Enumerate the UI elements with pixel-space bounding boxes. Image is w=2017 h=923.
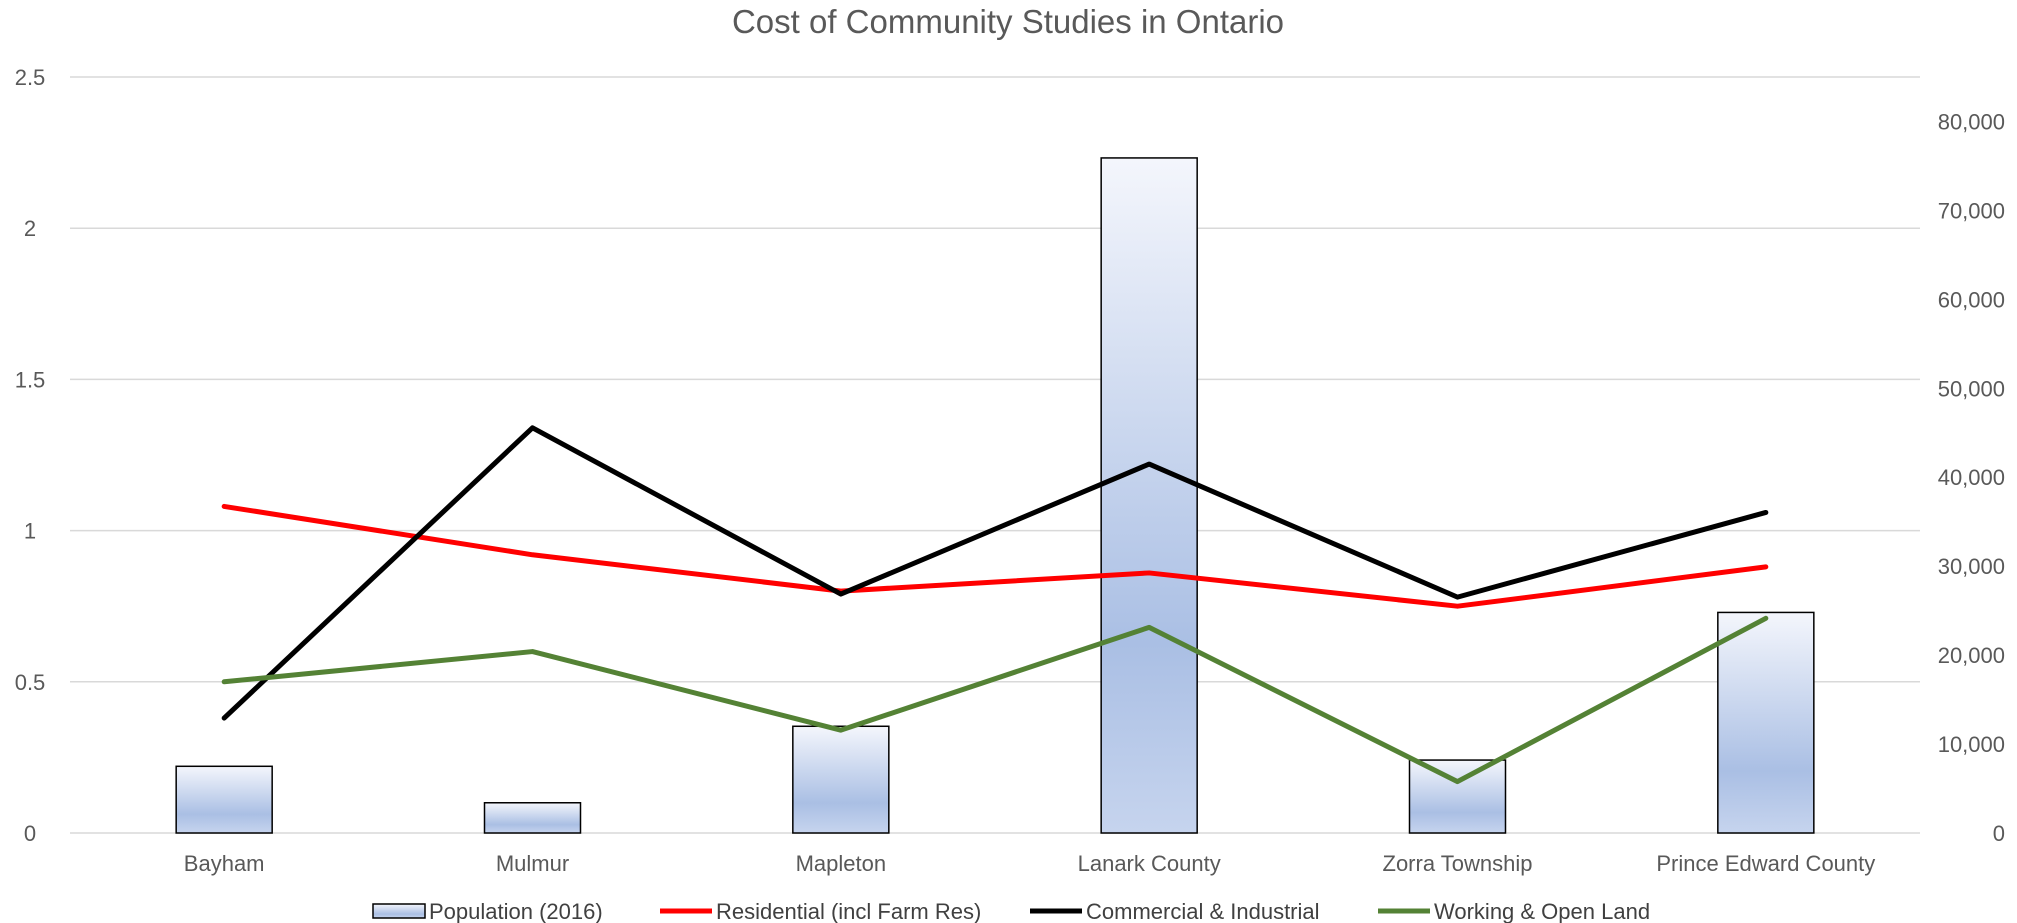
- left-tick-label: 1: [24, 519, 36, 544]
- legend-label: Commercial & Industrial: [1086, 899, 1320, 923]
- right-axis: 0 10,000 20,000 30,000 40,000 50,000 60,000 70,…: [1938, 109, 2005, 846]
- chart-title: Cost of Community Studies in Ontario: [732, 3, 1284, 40]
- bar-population: [483, 802, 582, 834]
- series-line: [221, 503, 1769, 609]
- right-tick-label: 40,000: [1938, 465, 2005, 490]
- category-label: Zorra Township: [1383, 851, 1533, 876]
- gridlines: [70, 76, 1920, 834]
- left-tick-label: 2: [24, 216, 36, 241]
- right-tick-label: 20,000: [1938, 643, 2005, 668]
- bar-population: [1408, 759, 1507, 834]
- bar-population: [175, 765, 273, 834]
- category-label: Mulmur: [496, 851, 569, 876]
- bar-population: [792, 725, 890, 834]
- right-tick-label: 60,000: [1938, 287, 2005, 312]
- legend-swatch-bar: [372, 903, 426, 919]
- category-label: Mapleton: [796, 851, 887, 876]
- right-tick-label: 10,000: [1938, 732, 2005, 757]
- category-axis: Bayham Mulmur Mapleton Lanark County Zorra T…: [184, 851, 1875, 876]
- legend-label: Working & Open Land: [1434, 899, 1650, 923]
- left-tick-label: 1.5: [15, 367, 46, 392]
- left-tick-label: 0.5: [15, 670, 46, 695]
- category-label: Bayham: [184, 851, 265, 876]
- bar-population: [1717, 611, 1815, 834]
- right-tick-label: 80,000: [1938, 109, 2005, 134]
- right-tick-label: 70,000: [1938, 198, 2005, 223]
- bars: [175, 157, 1815, 834]
- legend-label: Population (2016): [429, 899, 603, 923]
- legend-label: Residential (incl Farm Res): [716, 899, 981, 923]
- series-line: [221, 615, 1769, 785]
- left-axis: 0 0.5 1 1.5 2 2.5: [15, 65, 46, 846]
- series-line: [221, 425, 1769, 721]
- right-tick-label: 30,000: [1938, 554, 2005, 579]
- legend: Population (2016) Residential (incl Farm …: [372, 899, 1650, 923]
- left-tick-label: 2.5: [15, 65, 46, 90]
- lines: [221, 425, 1769, 785]
- right-tick-label: 0: [1993, 821, 2005, 846]
- right-tick-label: 50,000: [1938, 376, 2005, 401]
- left-tick-label: 0: [24, 821, 36, 846]
- bar-population: [1100, 157, 1198, 834]
- category-label: Lanark County: [1078, 851, 1221, 876]
- category-label: Prince Edward County: [1656, 851, 1875, 876]
